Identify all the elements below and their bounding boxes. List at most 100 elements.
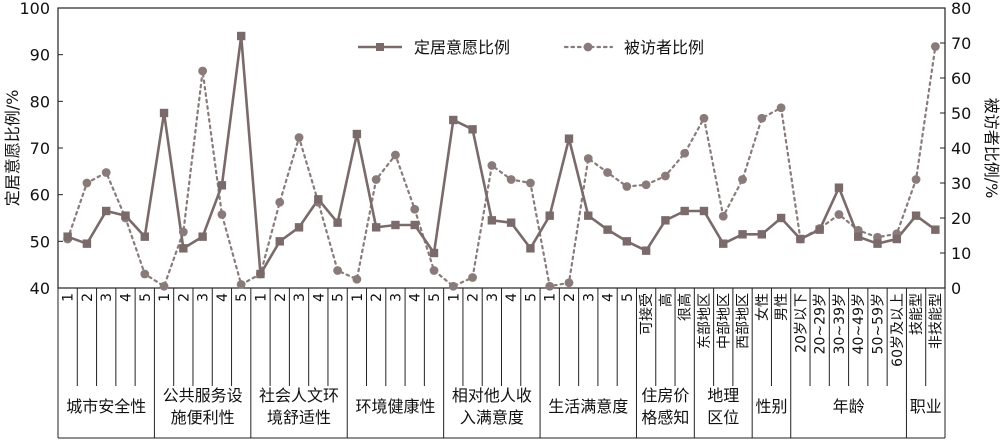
group-label: 地理: [707, 386, 739, 405]
category-label: 2: [80, 293, 96, 302]
category-label: 4: [118, 293, 134, 302]
left-tick-label: 70: [30, 139, 50, 158]
category-label: 5: [523, 293, 539, 302]
group-label: 职业: [910, 397, 942, 416]
category-label: 西部地区: [736, 293, 752, 349]
settle-intention-point: [545, 211, 554, 220]
category-label: 60岁及以上: [890, 293, 906, 367]
settle-intention-point: [410, 220, 419, 230]
right-tick-label: 70: [951, 34, 971, 53]
settle-intention-point: [487, 216, 497, 225]
settle-intention-point: [738, 230, 747, 239]
left-y-axis: 40 50 60 70 80 90 100: [19, 0, 63, 298]
respondents-point: [275, 197, 285, 207]
category-label: 非技能型: [928, 293, 944, 349]
category-label: 1: [350, 293, 366, 302]
settle-intention-point: [391, 220, 400, 230]
respondents-point: [448, 281, 458, 291]
settle-intention-point: [159, 108, 169, 118]
group-label: 入满意度: [460, 408, 524, 427]
group-label: 环境健康性: [355, 397, 435, 416]
settle-intention-point: [333, 218, 342, 227]
category-label: 1: [543, 293, 559, 302]
respondents-point: [352, 274, 362, 284]
settle-intention-point: [931, 225, 940, 234]
category-label: 女性: [754, 293, 771, 321]
right-tick-label: 40: [951, 139, 971, 158]
respondents-point: [526, 178, 535, 188]
category-label: 3: [196, 293, 212, 302]
settle-intention-point: [911, 211, 921, 220]
respondents-point: [583, 154, 593, 163]
category-label: 20~29岁: [813, 293, 829, 354]
respondents-point: [294, 133, 304, 142]
settle-intention-point: [198, 232, 207, 241]
respondents-point: [699, 113, 709, 123]
category-label: 男性: [774, 293, 790, 321]
respondents-point: [930, 42, 940, 51]
respondents-point: [622, 182, 632, 191]
respondents-point: [506, 175, 516, 184]
respondents-point: [178, 227, 188, 237]
settle-intention-point: [82, 239, 92, 248]
settle-intention-point: [796, 234, 805, 244]
category-label: 3: [292, 293, 308, 302]
settle-intention-point: [179, 244, 188, 253]
category-label: 4: [601, 293, 617, 302]
settle-intention-point: [603, 225, 612, 234]
category-label: 东部地区: [697, 293, 713, 349]
right-tick-label: 50: [951, 104, 971, 123]
y-axis-title-right: 被访者比例/%: [982, 98, 1000, 199]
respondents-point: [82, 178, 92, 188]
respondents-point: [159, 281, 169, 291]
group-label: 性别: [755, 397, 787, 416]
settle-intention-point: [776, 213, 786, 223]
respondents-point: [333, 266, 342, 275]
left-tick-label: 40: [30, 279, 50, 298]
respondents-point: [564, 278, 574, 288]
category-label: 高: [657, 293, 674, 307]
group-label: 住房价: [641, 386, 689, 405]
respondents-point: [140, 269, 150, 279]
group-label: 格感知: [641, 408, 689, 427]
category-label: 30~39岁: [832, 293, 848, 354]
settle-intention-point: [564, 134, 574, 143]
group-label: 公共服务设: [163, 386, 243, 405]
respondents-point: [718, 211, 728, 221]
category-label: 2: [369, 293, 385, 302]
category-label: 1: [446, 293, 462, 302]
respondents-point: [371, 175, 381, 184]
category-label: 4: [215, 293, 231, 302]
category-label: 5: [331, 293, 347, 302]
right-tick-label: 30: [951, 174, 971, 193]
category-label: 40~49岁: [851, 293, 867, 354]
respondents-line: [66, 45, 937, 288]
settle-intention-point: [622, 237, 632, 246]
respondents-point: [757, 113, 767, 123]
settle-intention-point: [873, 239, 882, 248]
settle-intention-point: [140, 232, 149, 241]
group-label: 区位: [707, 408, 739, 427]
category-label: 2: [466, 293, 482, 302]
respondents-point: [236, 280, 246, 289]
settle-intention-point: [449, 115, 458, 125]
settle-intention-point: [506, 218, 516, 227]
group-label: 相对他人收: [452, 386, 532, 405]
respondents-point: [738, 175, 747, 184]
right-y-axis: 0 10 20 30 40 50 60 70 80: [940, 0, 971, 298]
respondents-point: [603, 168, 612, 177]
right-tick-label: 20: [951, 209, 971, 228]
settle-intention-point: [63, 232, 72, 241]
category-label: 3: [485, 293, 501, 302]
left-tick-label: 100: [19, 0, 50, 18]
category-label: 5: [234, 293, 250, 302]
settle-intention-point: [661, 216, 670, 225]
category-label: 5: [138, 293, 154, 302]
settle-intention-point: [468, 125, 477, 134]
settle-intention-point: [275, 237, 284, 246]
respondents-point: [391, 150, 400, 160]
settle-intention-point: [294, 223, 304, 232]
series-lines: [66, 35, 937, 288]
y-axis-title-left: 定居意愿比例/%: [3, 90, 22, 207]
